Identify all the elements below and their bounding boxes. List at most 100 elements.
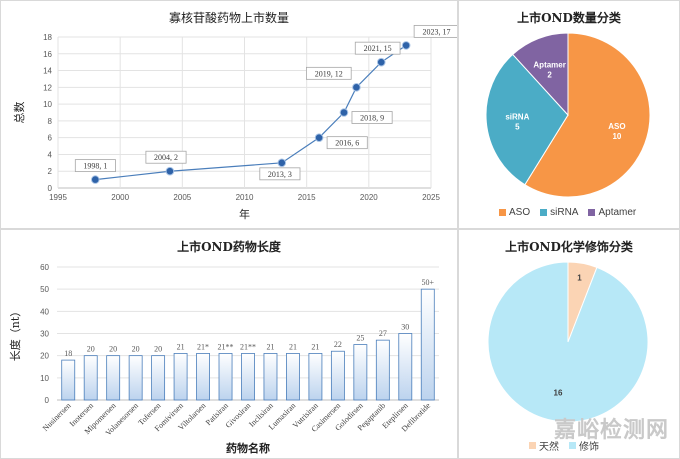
pie-type-legend: ASO siRNA Aptamer <box>499 207 636 218</box>
bar <box>308 353 323 401</box>
bar <box>218 353 233 401</box>
data-label-box <box>326 136 368 150</box>
bar-value-label: 30 <box>401 323 409 332</box>
bar-chart-title: 上市OND药物长度 <box>177 240 281 254</box>
series-line <box>95 44 407 181</box>
bar <box>420 288 435 401</box>
slice-label: ASO <box>608 122 625 131</box>
bar <box>106 355 121 401</box>
pie-slice <box>485 53 569 186</box>
data-label: 2004, 2 <box>154 153 178 162</box>
legend-label-aptamer: Aptamer <box>598 207 637 218</box>
data-point <box>314 133 324 142</box>
slice-label: siRNA <box>505 113 529 122</box>
legend-item-sirna: siRNA <box>540 207 578 218</box>
x-tick-label: 2005 <box>173 193 191 202</box>
bar <box>375 339 390 401</box>
bar-value-label: 21 <box>289 342 297 351</box>
x-tick-label: 2010 <box>236 193 254 202</box>
bar <box>330 350 345 401</box>
pie-mod-title: 上市OND化学修饰分类 <box>505 240 633 254</box>
x-tick-label: 2020 <box>360 193 378 202</box>
y-tick-label: 10 <box>40 374 49 383</box>
bar <box>241 353 255 401</box>
y-tick-label: 8 <box>48 117 53 126</box>
line-chart-title: 寡核苷酸药物上市数量 <box>168 11 289 25</box>
data-label: 2013, 3 <box>268 170 292 179</box>
y-axis-label: 长度（nt） <box>8 306 22 362</box>
data-label: 1998, 1 <box>83 162 107 171</box>
bar-value-label: 20 <box>109 345 117 354</box>
slice-label: Aptamer <box>533 61 565 70</box>
bar <box>263 353 278 401</box>
pie-mod-chart: 1 16 <box>487 261 649 423</box>
slice-label: 10 <box>612 132 621 141</box>
bar-value-label: 21* <box>197 342 209 351</box>
x-axis-label: 药物名称 <box>226 441 270 455</box>
legend-label-aso: ASO <box>509 207 531 218</box>
watermark: 嘉峪检测网 <box>553 418 669 443</box>
legend-swatch-modified <box>569 442 576 449</box>
pie-slice <box>524 32 651 198</box>
y-tick-label: 14 <box>43 67 52 76</box>
data-point <box>352 83 361 92</box>
data-label: 2021, 15 <box>364 44 392 53</box>
pie-type-title: 上市OND数量分类 <box>517 11 621 25</box>
y-tick-label: 0 <box>48 184 53 193</box>
bar-chart: 0102030405060长度（nt）药物名称18Nusinersen20Ino… <box>8 263 439 455</box>
legend-item-aso: ASO <box>499 207 530 218</box>
data-label-box <box>74 159 116 173</box>
bar <box>83 355 98 401</box>
data-label: 2023, 17 <box>423 27 451 36</box>
slice-label: 2 <box>547 71 552 80</box>
y-tick-label: 12 <box>43 83 52 92</box>
category-label: Nusinersen <box>41 401 73 433</box>
legend-label-modified: 修饰 <box>579 442 599 453</box>
data-label: 2016, 6 <box>335 139 359 148</box>
bar-value-label: 21** <box>218 342 234 351</box>
slice-label: 16 <box>554 388 563 397</box>
bar-value-label: 21 <box>266 342 274 351</box>
data-label: 2018, 9 <box>360 114 384 123</box>
y-tick-label: 50 <box>40 285 49 294</box>
data-point <box>339 108 349 117</box>
pie-type-panel: 上市OND数量分类 ASO 10 siRNA 5 Aptamer 2 ASO siRNA … <box>458 0 680 229</box>
data-point <box>165 166 175 176</box>
x-tick-label: 2015 <box>298 193 316 202</box>
bar-value-label: 18 <box>64 349 72 358</box>
y-tick-label: 2 <box>48 167 53 176</box>
data-point <box>376 57 386 67</box>
line-chart: 0 2 4 6 8 10 12 14 16 18 1995 2000 2005 2010 2015 2020 2… <box>12 24 457 221</box>
bar <box>398 333 413 401</box>
x-axis-label: 年 <box>239 207 250 221</box>
data-label-box <box>145 150 187 164</box>
bar <box>286 353 300 401</box>
data-label-box <box>413 24 457 38</box>
x-tick-label: 1995 <box>49 193 67 202</box>
data-label: 2019, 12 <box>315 69 343 78</box>
bar-value-label: 20 <box>154 345 162 354</box>
bar-value-label: 22 <box>334 340 342 349</box>
legend-label-natural: 天然 <box>539 442 559 453</box>
y-tick-label: 30 <box>40 330 49 339</box>
legend-item-modified: 修饰 <box>569 438 599 453</box>
bar-value-label: 20 <box>132 345 140 354</box>
y-tick-label: 20 <box>40 352 49 361</box>
y-tick-label: 18 <box>43 33 52 42</box>
bar-value-label: 27 <box>379 329 387 338</box>
data-point <box>91 175 100 184</box>
bar-value-label: 50+ <box>422 278 435 287</box>
data-label-box <box>354 41 401 55</box>
line-chart-panel: 寡核苷酸药物上市数量 0 2 4 6 8 10 12 14 16 18 1995 2000 2005 20… <box>0 0 458 229</box>
pie-mod-legend: 天然 修饰 <box>529 438 599 453</box>
data-label-box <box>305 66 352 80</box>
legend-item-natural: 天然 <box>529 438 559 453</box>
y-tick-label: 60 <box>40 263 49 272</box>
bar <box>61 359 76 401</box>
data-point <box>277 158 287 168</box>
bar <box>128 355 143 401</box>
legend-swatch-natural <box>529 442 536 449</box>
data-label-box <box>259 167 301 181</box>
legend-swatch-sirna <box>540 209 548 216</box>
